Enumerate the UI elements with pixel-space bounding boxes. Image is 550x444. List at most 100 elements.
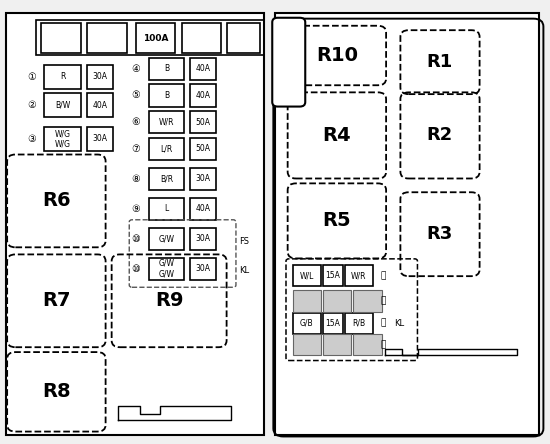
Text: B: B <box>164 91 169 100</box>
Text: 30A: 30A <box>195 234 211 243</box>
Bar <box>323 313 343 334</box>
Text: B/R: B/R <box>160 174 173 183</box>
Bar <box>148 138 184 160</box>
Text: ⑬: ⑬ <box>381 319 386 328</box>
Text: W/R: W/R <box>351 271 366 280</box>
Bar <box>87 65 113 89</box>
Bar <box>148 58 184 80</box>
Bar <box>182 23 221 53</box>
Bar <box>190 168 216 190</box>
Text: ⑥: ⑥ <box>131 117 140 127</box>
Text: R6: R6 <box>42 191 71 210</box>
Text: FS: FS <box>239 238 249 246</box>
Text: ⑫: ⑫ <box>381 297 386 305</box>
Bar <box>44 93 81 117</box>
Text: 50A: 50A <box>195 144 211 153</box>
Text: 15A: 15A <box>326 271 340 280</box>
Text: R1: R1 <box>427 53 453 71</box>
Text: 40A: 40A <box>195 91 211 100</box>
Bar <box>293 265 321 286</box>
Text: 40A: 40A <box>92 101 108 110</box>
Bar <box>6 13 264 435</box>
Text: L: L <box>164 204 168 213</box>
Text: ②: ② <box>28 100 36 110</box>
Text: L/R: L/R <box>160 144 173 153</box>
Text: 15A: 15A <box>326 319 340 328</box>
Bar <box>293 334 321 355</box>
Bar <box>323 334 351 355</box>
Text: R/B: R/B <box>352 319 365 328</box>
Text: W/R: W/R <box>158 118 174 127</box>
Text: ⑧: ⑧ <box>131 174 140 184</box>
Text: R7: R7 <box>42 291 70 310</box>
Text: G/W
G/W: G/W G/W <box>158 259 174 278</box>
Bar <box>44 65 81 89</box>
Bar <box>344 313 373 334</box>
Text: 30A: 30A <box>195 174 211 183</box>
Bar <box>148 198 184 220</box>
Bar <box>190 84 216 107</box>
Text: 30A: 30A <box>92 72 108 81</box>
Bar <box>353 290 382 312</box>
Text: B/W: B/W <box>55 101 70 110</box>
Bar <box>293 290 321 312</box>
Bar <box>323 265 343 286</box>
Text: ⑩: ⑩ <box>131 234 140 244</box>
Bar <box>36 20 264 56</box>
Bar <box>148 228 184 250</box>
Bar <box>227 23 260 53</box>
Text: 50A: 50A <box>195 118 211 127</box>
Bar <box>353 334 382 355</box>
Text: ③: ③ <box>28 134 36 144</box>
Text: G/W: G/W <box>158 234 174 243</box>
Text: R4: R4 <box>322 126 351 145</box>
Bar <box>87 23 126 53</box>
Bar <box>41 23 81 53</box>
Text: ⑩: ⑩ <box>131 264 140 274</box>
Text: ①: ① <box>28 72 36 82</box>
Bar <box>44 127 81 151</box>
Text: R3: R3 <box>427 225 453 243</box>
FancyBboxPatch shape <box>272 18 305 107</box>
Text: 30A: 30A <box>195 264 211 273</box>
Bar <box>136 23 175 53</box>
Text: ⑨: ⑨ <box>131 204 140 214</box>
Bar <box>323 290 351 312</box>
Text: 40A: 40A <box>195 204 211 213</box>
Text: ⑪: ⑪ <box>381 271 386 280</box>
Text: 30A: 30A <box>92 135 108 143</box>
Text: ④: ④ <box>131 64 140 74</box>
Text: W/G
W/G: W/G W/G <box>54 129 71 149</box>
Text: R9: R9 <box>155 291 183 310</box>
Bar <box>87 127 113 151</box>
Text: B: B <box>164 64 169 73</box>
Text: G/B: G/B <box>300 319 313 328</box>
Text: 100A: 100A <box>143 34 168 43</box>
Text: R2: R2 <box>427 127 453 144</box>
Text: 40A: 40A <box>195 64 211 73</box>
Text: ⑦: ⑦ <box>131 144 140 154</box>
Bar <box>190 228 216 250</box>
Bar <box>148 111 184 133</box>
Text: R8: R8 <box>42 382 71 401</box>
Bar <box>190 58 216 80</box>
Text: R10: R10 <box>316 46 358 65</box>
Bar <box>87 93 113 117</box>
Text: KL: KL <box>239 266 249 275</box>
Bar <box>275 13 539 435</box>
Text: ⑤: ⑤ <box>131 91 140 100</box>
Bar <box>148 168 184 190</box>
Bar <box>344 265 373 286</box>
Bar <box>148 84 184 107</box>
Text: R: R <box>60 72 65 81</box>
Bar <box>148 258 184 280</box>
Bar <box>190 111 216 133</box>
Bar <box>190 258 216 280</box>
Text: ⑭: ⑭ <box>381 340 386 349</box>
Text: W/L: W/L <box>300 271 314 280</box>
Text: R5: R5 <box>322 211 351 230</box>
Bar <box>190 138 216 160</box>
Text: KL: KL <box>394 319 405 328</box>
Bar <box>190 198 216 220</box>
Bar <box>293 313 321 334</box>
